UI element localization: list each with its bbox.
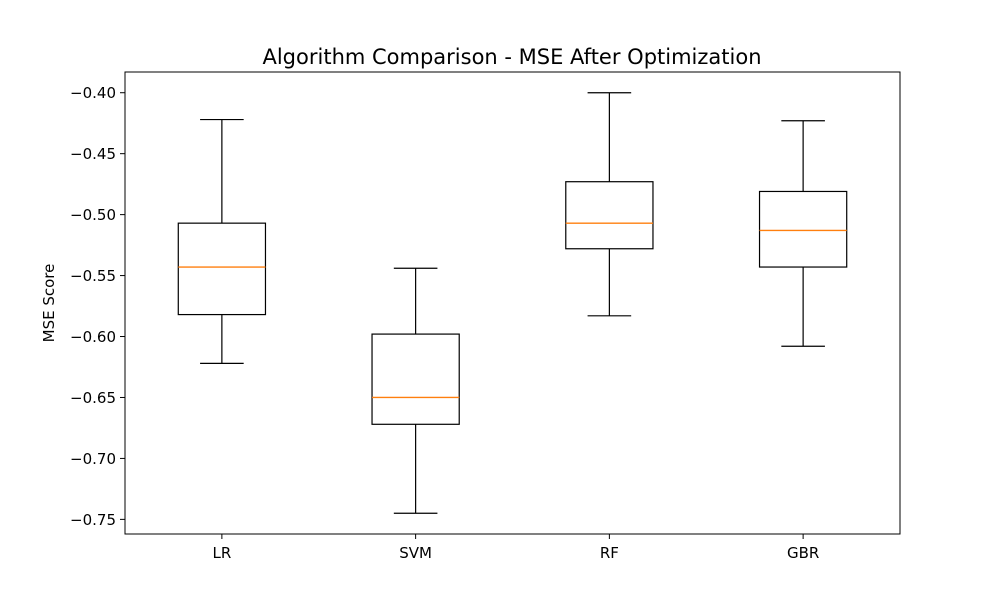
y-tick-label: −0.65 (70, 389, 116, 407)
x-tick-label: GBR (787, 544, 819, 562)
box-rf (565, 181, 654, 250)
y-tick-label: −0.75 (70, 511, 116, 529)
y-tick-label: −0.45 (70, 145, 116, 163)
axes-frame (124, 71, 901, 535)
plot-area: −0.40 −0.45 −0.50 −0.55 −0.60 −0.65 −0.70 −0.75… (70, 84, 848, 562)
y-tick-label: −0.60 (70, 328, 116, 346)
x-tick-label: LR (212, 544, 231, 562)
x-tick-label: RF (600, 544, 619, 562)
y-tick-label: −0.40 (70, 84, 116, 102)
y-tick-label: −0.50 (70, 206, 116, 224)
box-lr (177, 222, 267, 316)
box-svm (371, 333, 460, 425)
y-axis-label: MSE Score (40, 264, 58, 343)
x-tick-label: SVM (399, 544, 432, 562)
y-tick-label: −0.70 (70, 450, 116, 468)
chart-title: Algorithm Comparison - MSE After Optimiz… (262, 45, 761, 69)
y-tick-label: −0.55 (70, 267, 116, 285)
box-gbr (758, 190, 848, 268)
